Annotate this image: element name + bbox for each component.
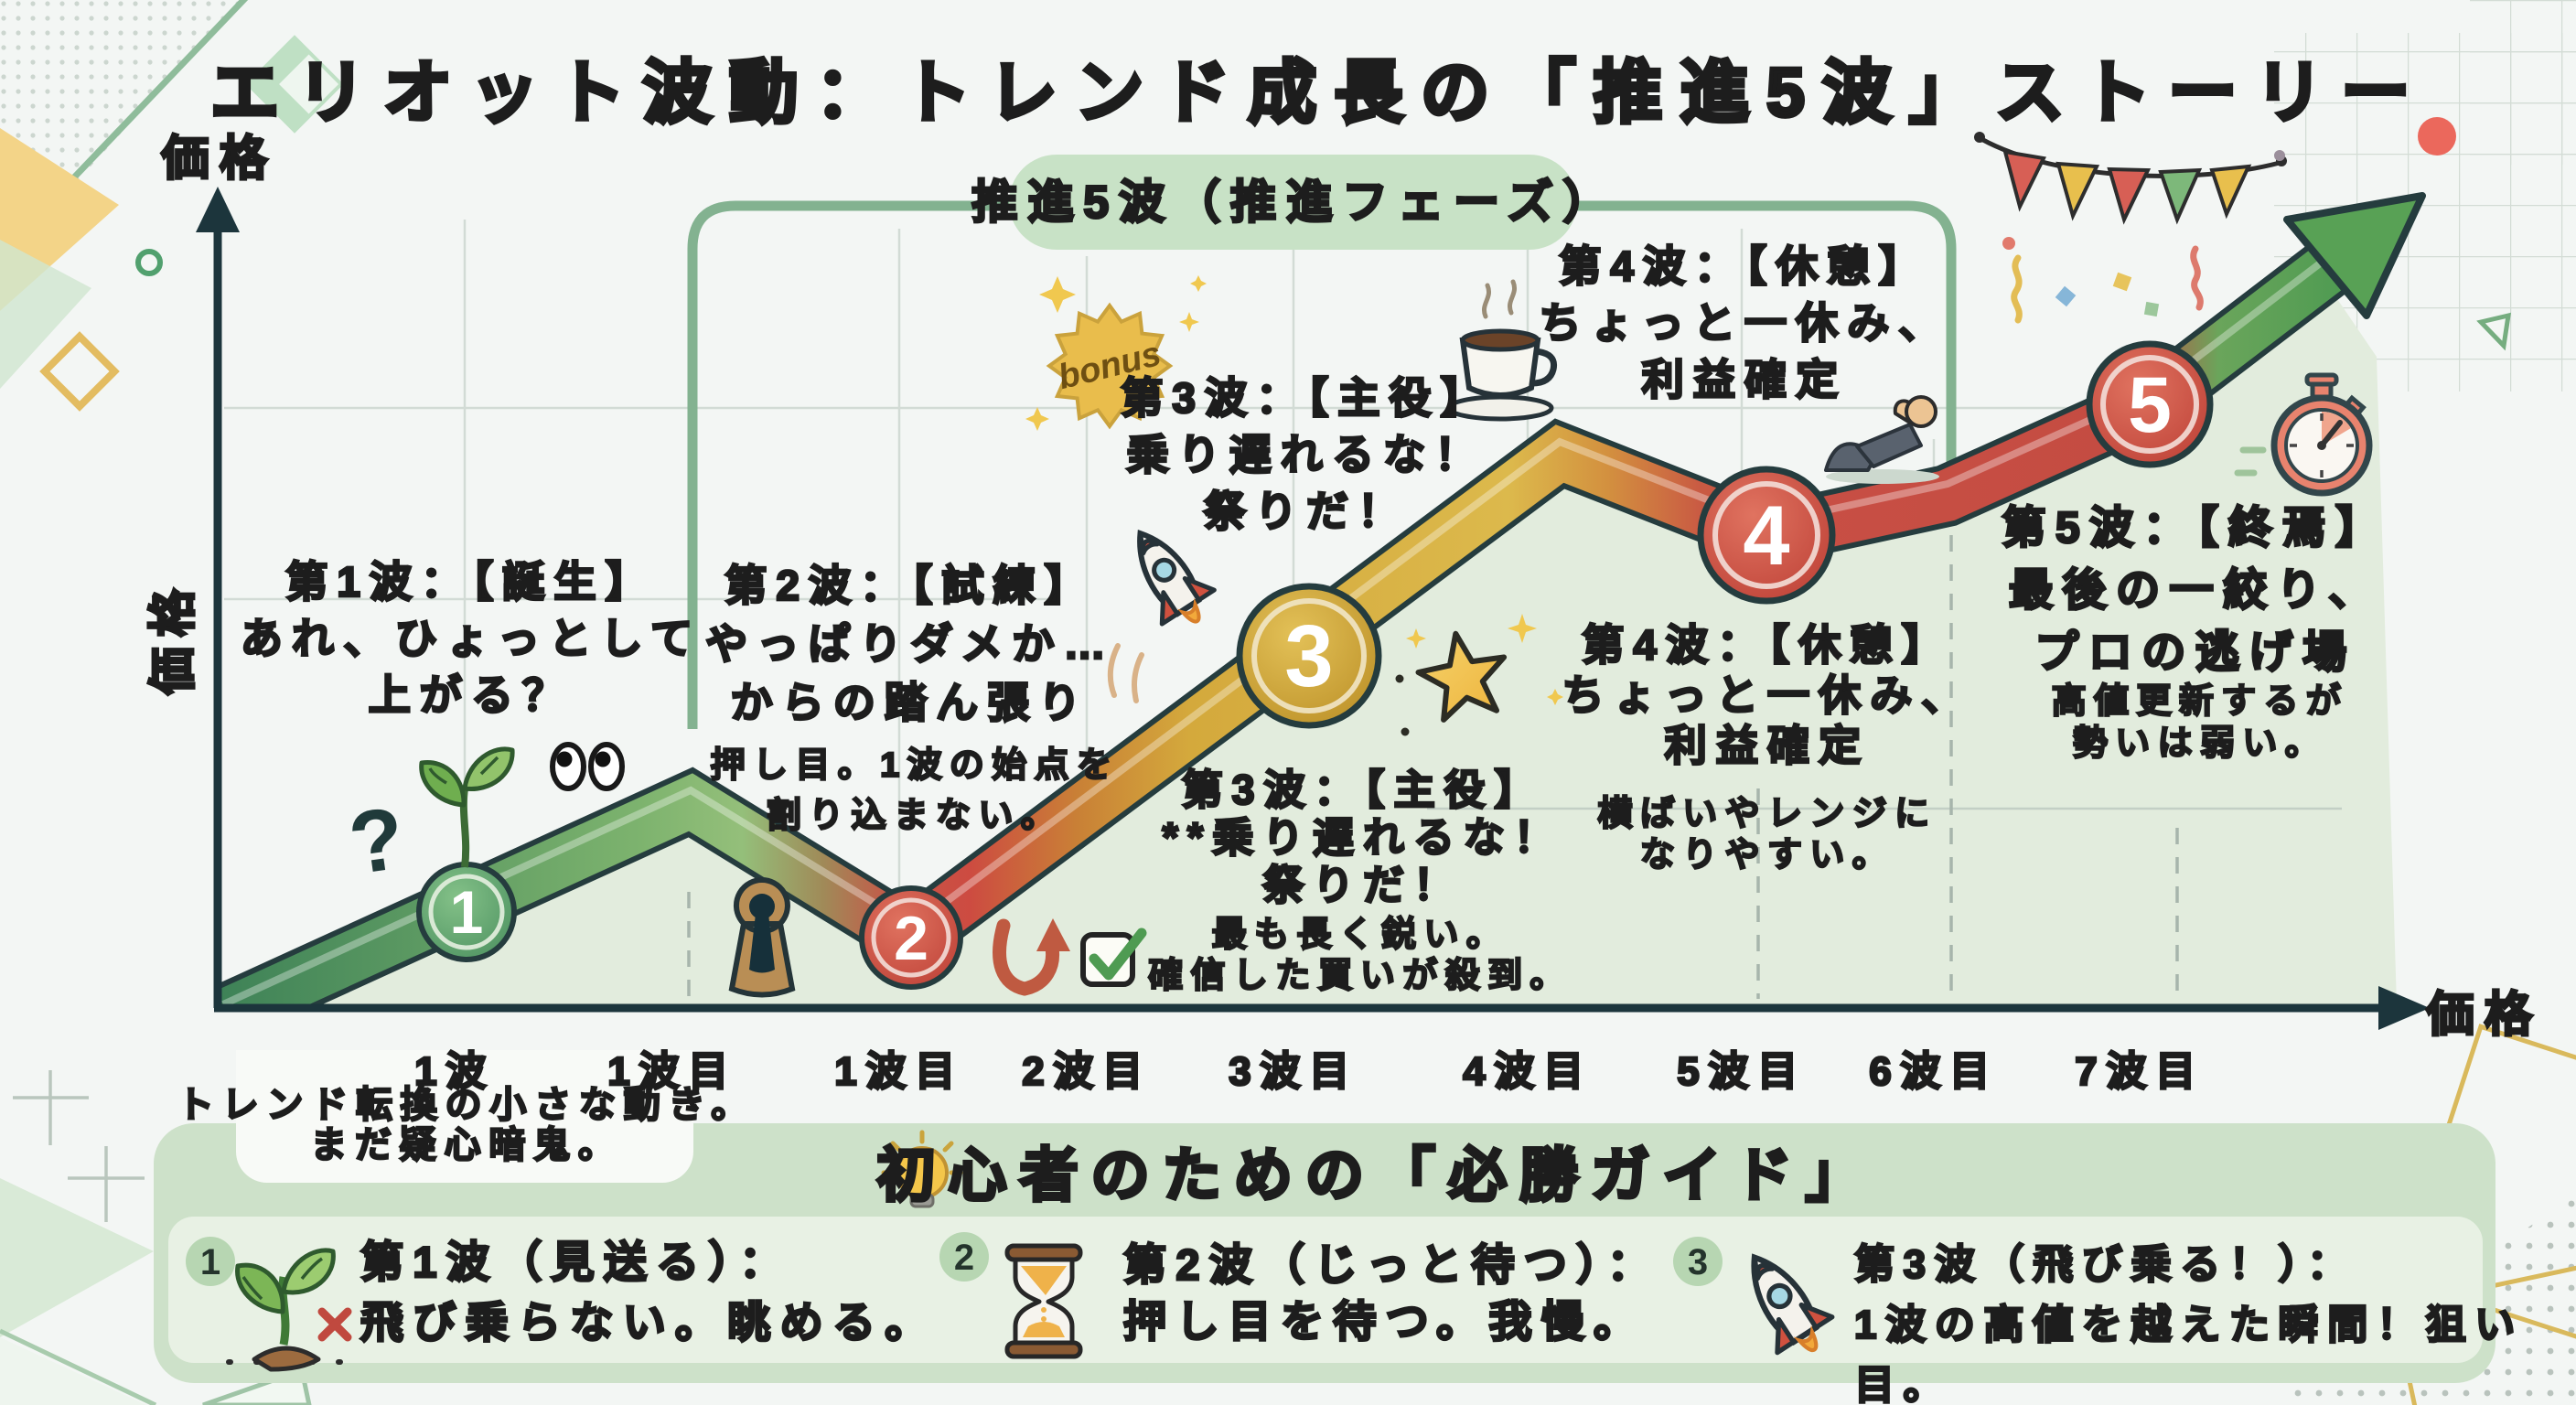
svg-text:4: 4 — [1743, 489, 1789, 583]
svg-text:1: 1 — [450, 878, 484, 946]
svg-text:3: 3 — [1688, 1242, 1708, 1282]
svg-text:5: 5 — [2128, 361, 2172, 449]
svg-text:3: 3 — [1284, 607, 1333, 705]
svg-text:2: 2 — [954, 1238, 974, 1278]
svg-text:?: ? — [343, 788, 410, 893]
svg-text:1: 1 — [200, 1242, 220, 1282]
svg-text:2: 2 — [894, 904, 928, 973]
